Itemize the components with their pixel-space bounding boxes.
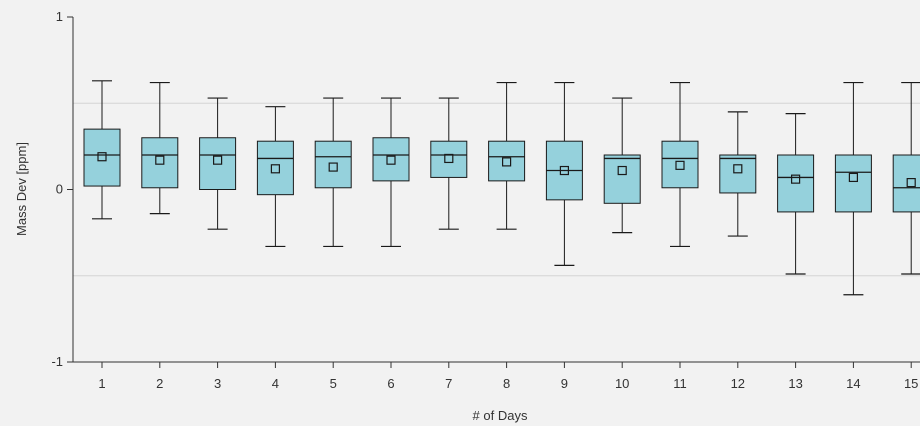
x-tick-label: 3 <box>214 376 221 391</box>
x-tick-label: 8 <box>503 376 510 391</box>
x-tick-label: 11 <box>673 376 687 391</box>
box-8 <box>488 81 526 230</box>
box-series <box>83 80 920 296</box>
gridlines <box>73 102 920 277</box>
x-tick-label: 14 <box>846 376 860 391</box>
iqr-box <box>314 140 352 189</box>
box-14 <box>834 81 872 296</box>
iqr-box <box>372 137 410 182</box>
iqr-box <box>834 154 872 213</box>
box-3 <box>199 97 237 230</box>
mean-marker <box>675 160 685 170</box>
x-tick-label: 4 <box>272 376 279 391</box>
mean-marker <box>97 152 107 162</box>
y-tick-label: 1 <box>56 9 63 24</box>
x-tick-label: 13 <box>788 376 802 391</box>
box-4 <box>256 106 294 248</box>
x-tick-label: 7 <box>445 376 452 391</box>
x-tick-label: 15 <box>904 376 918 391</box>
iqr-box <box>256 140 294 196</box>
mean-marker <box>906 178 916 188</box>
iqr-box <box>488 140 526 182</box>
mean-marker <box>213 155 223 165</box>
x-tick-label: 9 <box>561 376 568 391</box>
x-tick-label: 1 <box>98 376 105 391</box>
box-12 <box>719 111 757 237</box>
x-tick-label: 2 <box>156 376 163 391</box>
mean-marker <box>155 155 165 165</box>
box-1 <box>83 80 121 220</box>
x-axis-title: # of Days <box>473 408 528 423</box>
iqr-box <box>83 128 121 187</box>
x-tick-label: 5 <box>330 376 337 391</box>
box-13 <box>777 112 815 275</box>
x-tick-label: 6 <box>387 376 394 391</box>
box-2 <box>141 81 179 215</box>
y-axis-title: Mass Dev [ppm] <box>14 142 29 236</box>
mean-marker <box>790 174 801 184</box>
mean-marker <box>617 165 627 176</box>
box-11 <box>661 81 699 248</box>
box-15 <box>892 81 920 275</box>
x-tick-label: 10 <box>615 376 629 391</box>
iqr-box <box>719 154 757 194</box>
iqr-box <box>430 140 468 178</box>
iqr-box <box>603 154 641 204</box>
mean-marker <box>559 165 570 176</box>
mean-marker <box>444 153 454 164</box>
mean-marker <box>848 172 859 183</box>
iqr-box <box>892 154 920 213</box>
iqr-box <box>141 137 179 189</box>
mean-marker <box>733 164 743 174</box>
axes <box>67 16 920 368</box>
box-6 <box>372 97 410 248</box>
box-9 <box>545 81 583 266</box>
box-7 <box>430 97 468 230</box>
iqr-box <box>661 140 699 189</box>
y-tick-label: -1 <box>51 354 63 369</box>
mean-marker <box>270 164 280 174</box>
y-tick-label: 0 <box>56 182 63 197</box>
box-10 <box>603 97 641 234</box>
box-5 <box>314 97 352 248</box>
x-tick-label: 12 <box>731 376 745 391</box>
mean-marker <box>386 155 396 165</box>
mean-marker <box>502 157 512 167</box>
mean-marker <box>328 162 338 172</box>
